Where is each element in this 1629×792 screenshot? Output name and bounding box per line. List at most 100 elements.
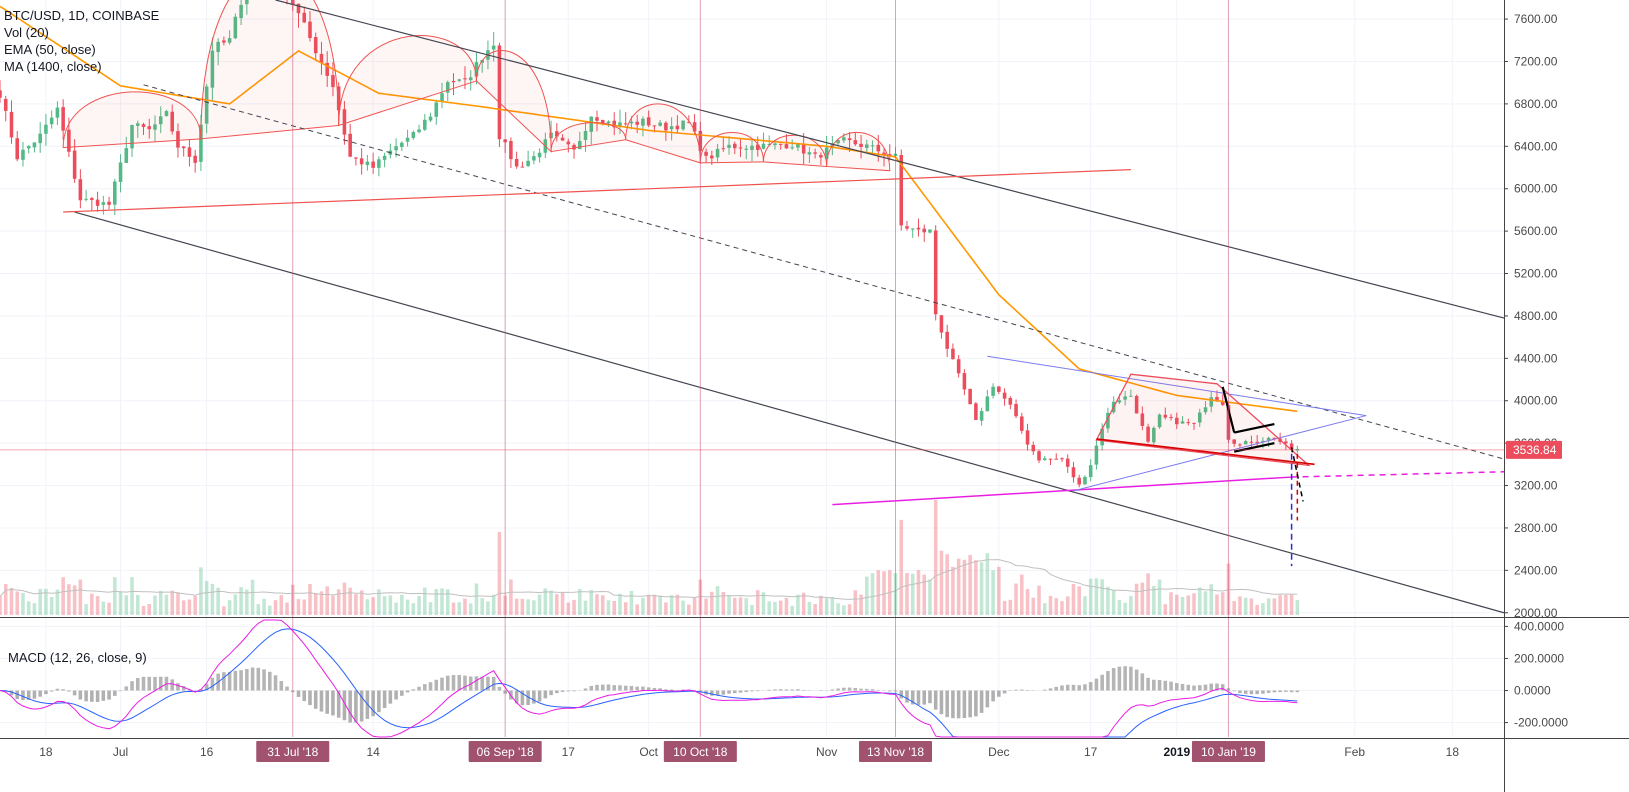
- candle-body: [578, 141, 582, 150]
- candle-body: [1272, 437, 1277, 440]
- macd-histogram-bar: [342, 690, 347, 721]
- wedge-top-line: [987, 355, 1367, 417]
- volume-bar: [1249, 598, 1254, 615]
- macd-histogram-bar: [336, 690, 341, 718]
- volume-bar: [405, 599, 410, 615]
- candle: [15, 130, 20, 162]
- volume-bar: [480, 598, 484, 615]
- time-tick-label: 17: [1084, 745, 1098, 759]
- candle: [801, 133, 806, 165]
- volume-bar: [910, 573, 915, 615]
- candle: [204, 83, 209, 134]
- candle-body: [296, 3, 301, 14]
- macd-histogram-bar: [1180, 683, 1185, 691]
- volume-bar: [67, 584, 71, 615]
- candle: [239, 0, 243, 25]
- candle-body: [933, 230, 938, 315]
- volume-bar: [1025, 589, 1030, 615]
- time-tick-label: Jul: [113, 745, 128, 759]
- volume-bar: [170, 590, 174, 615]
- macd-histogram-bar: [876, 689, 881, 691]
- last-price-label: 3536.84: [1513, 443, 1557, 457]
- candle-body: [675, 125, 680, 130]
- volume-bar: [400, 594, 404, 615]
- candle-body: [744, 148, 749, 150]
- legend-symbol[interactable]: BTC/USD, 1D, COINBASE: [4, 8, 160, 23]
- macd-histogram-bar: [354, 690, 358, 723]
- candle: [1134, 394, 1139, 414]
- volume-ma-line: [0, 559, 1298, 600]
- candle: [939, 314, 944, 339]
- candle: [468, 70, 473, 91]
- candle-body: [732, 143, 737, 149]
- candle: [560, 134, 565, 141]
- candle: [922, 224, 926, 242]
- macd-histogram-bar: [262, 669, 266, 691]
- candle: [193, 149, 197, 173]
- legend-volume[interactable]: Vol (20): [4, 25, 49, 40]
- candle: [979, 407, 984, 426]
- candle-body: [566, 141, 571, 145]
- candle-body: [819, 155, 823, 158]
- candle: [107, 196, 111, 210]
- candle-body: [939, 315, 944, 333]
- volume-bar: [15, 591, 20, 615]
- macd-histogram-bar: [1278, 690, 1282, 693]
- candle-body: [801, 144, 806, 154]
- price-tick-label: 6800.00: [1514, 97, 1558, 111]
- time-tick-label: 18: [1446, 745, 1460, 759]
- candle-body: [331, 75, 335, 88]
- candle: [417, 124, 421, 134]
- candle-body: [95, 199, 100, 206]
- candle-body: [532, 156, 536, 161]
- volume-bar: [1220, 592, 1225, 615]
- volume-bar: [750, 605, 754, 615]
- candle: [1180, 416, 1185, 424]
- volume-bar: [342, 582, 347, 615]
- macd-legend[interactable]: MACD (12, 26, close, 9): [8, 650, 147, 665]
- candle: [21, 141, 25, 167]
- candle: [526, 150, 530, 168]
- macd-histogram-bar: [842, 687, 846, 691]
- volume-bar: [382, 596, 387, 615]
- candle-body: [1083, 476, 1087, 485]
- arc-pattern: [338, 35, 477, 127]
- volume-bar: [491, 594, 496, 615]
- candle-body: [951, 348, 955, 360]
- macd-histogram-bar: [1226, 688, 1231, 691]
- macd-histogram-bar: [537, 690, 542, 702]
- volume-bar: [721, 591, 726, 615]
- volume-bar: [1123, 602, 1127, 615]
- volume-bar: [526, 599, 530, 615]
- candle-body: [755, 144, 760, 150]
- volume-bar: [118, 591, 123, 615]
- candle: [434, 99, 439, 125]
- candle: [1060, 457, 1064, 462]
- macd-histogram-bar: [859, 688, 863, 691]
- macd-histogram-bar: [285, 686, 289, 691]
- volume-bar: [1031, 597, 1036, 615]
- macd-histogram-bar: [170, 679, 174, 691]
- macd-histogram-bar: [474, 676, 479, 691]
- price-tick-label: 4000.00: [1514, 394, 1558, 408]
- legend-ma[interactable]: MA (1400, close): [4, 59, 102, 74]
- candle: [641, 116, 645, 137]
- macd-histogram-bar: [572, 690, 576, 692]
- macd-histogram-bar: [767, 689, 772, 691]
- time-tick-label: Nov: [816, 745, 837, 759]
- candle-body: [107, 201, 111, 205]
- candle-body: [187, 147, 192, 157]
- macd-histogram-bar: [417, 686, 421, 691]
- volume-bar: [962, 559, 967, 615]
- volume-bar: [738, 597, 743, 615]
- candle-body: [55, 107, 60, 118]
- candle: [1295, 445, 1300, 453]
- legend-ema[interactable]: EMA (50, close): [4, 42, 96, 57]
- volume-bar: [1284, 594, 1288, 615]
- macd-histogram-bar: [480, 676, 484, 691]
- candle: [1065, 454, 1070, 473]
- candle-body: [1243, 441, 1248, 445]
- macd-histogram-bar: [618, 685, 622, 691]
- arc-pattern: [550, 122, 627, 153]
